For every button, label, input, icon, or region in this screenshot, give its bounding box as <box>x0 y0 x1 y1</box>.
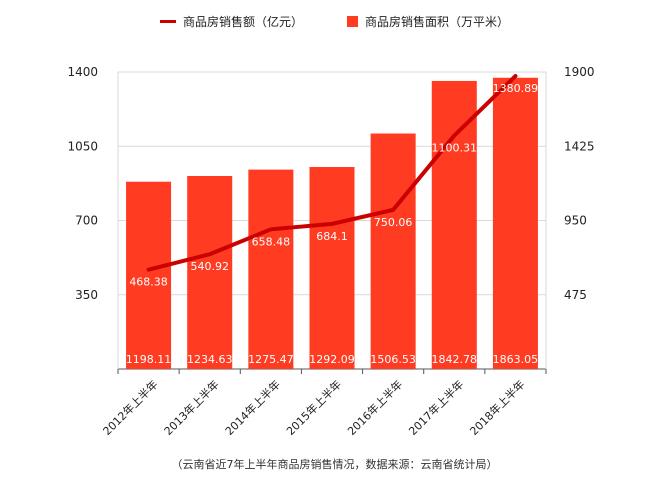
bar <box>431 80 477 369</box>
right-tick-label: 475 <box>564 288 587 302</box>
bar-swatch-icon <box>347 16 358 27</box>
left-tick-label: 700 <box>75 214 98 228</box>
x-tick-label: 2013年上半年 <box>161 377 222 438</box>
sales-line-path <box>146 74 518 272</box>
line-value-label: 658.48 <box>252 235 291 248</box>
bar-value-label: 1198.11 <box>126 353 172 366</box>
bar <box>126 181 172 369</box>
right-tick-label: 1425 <box>564 139 595 153</box>
bar-value-label: 1863.05 <box>493 353 539 366</box>
x-axis-labels: 2012年上半年 2013年上半年 2014年上半年 2015年上半年 2016年上半年… <box>100 377 528 438</box>
bar-data-labels: 1198.11 1234.63 1275.47 1292.09 1506.53 1842.… <box>126 353 538 366</box>
bars <box>126 77 538 369</box>
line-value-label: 540.92 <box>190 260 229 273</box>
left-tick-label: 1400 <box>67 65 98 79</box>
bar <box>492 77 538 369</box>
line-value-label: 684.1 <box>316 230 348 243</box>
line-swatch-icon <box>159 20 176 23</box>
x-tick-label: 2016年上半年 <box>344 377 405 438</box>
line-data-labels: 468.38 540.92 658.48 684.1 750.06 1100.31 1380… <box>129 82 538 289</box>
legend-label-area: 商品房销售面积（万平米） <box>365 15 510 29</box>
legend-item-sales: 商品房销售额（亿元） <box>159 13 303 30</box>
sales-line <box>146 74 518 272</box>
left-tick-label: 1050 <box>67 139 98 153</box>
bar-value-label: 1506.53 <box>370 353 416 366</box>
left-tick-label: 350 <box>75 288 98 302</box>
line-value-label: 1100.31 <box>432 142 478 155</box>
x-tick-label: 2014年上半年 <box>222 377 283 438</box>
bar <box>370 133 416 369</box>
line-value-label: 468.38 <box>129 276 168 289</box>
right-tick-label: 950 <box>564 214 587 228</box>
bar <box>248 169 294 369</box>
bar-value-label: 1292.09 <box>309 353 355 366</box>
bar <box>309 167 355 369</box>
legend-label-sales: 商品房销售额（亿元） <box>182 15 303 29</box>
line-value-label: 750.06 <box>374 216 413 229</box>
x-tick-label: 2017年上半年 <box>406 377 467 438</box>
bar-value-label: 1842.78 <box>432 353 478 366</box>
chart-caption: （云南省近7年上半年商品房销售情况，数据来源：云南省统计局） <box>171 458 498 471</box>
x-tick-label: 2018年上半年 <box>467 377 528 438</box>
bar <box>187 176 233 369</box>
legend-item-area: 商品房销售面积（万平米） <box>347 13 509 30</box>
x-tick-label: 2012年上半年 <box>100 377 161 438</box>
right-axis-ticks: 475 950 1425 1900 <box>564 65 595 302</box>
x-tick-label: 2015年上半年 <box>283 377 344 438</box>
left-axis-ticks: 350 700 1050 1400 <box>67 65 98 302</box>
legend: 商品房销售额（亿元） 商品房销售面积（万平米） <box>0 13 669 30</box>
right-tick-label: 1900 <box>564 65 595 79</box>
bar-value-label: 1275.47 <box>248 353 294 366</box>
bar-value-label: 1234.63 <box>187 353 233 366</box>
line-value-label: 1380.89 <box>493 82 539 95</box>
